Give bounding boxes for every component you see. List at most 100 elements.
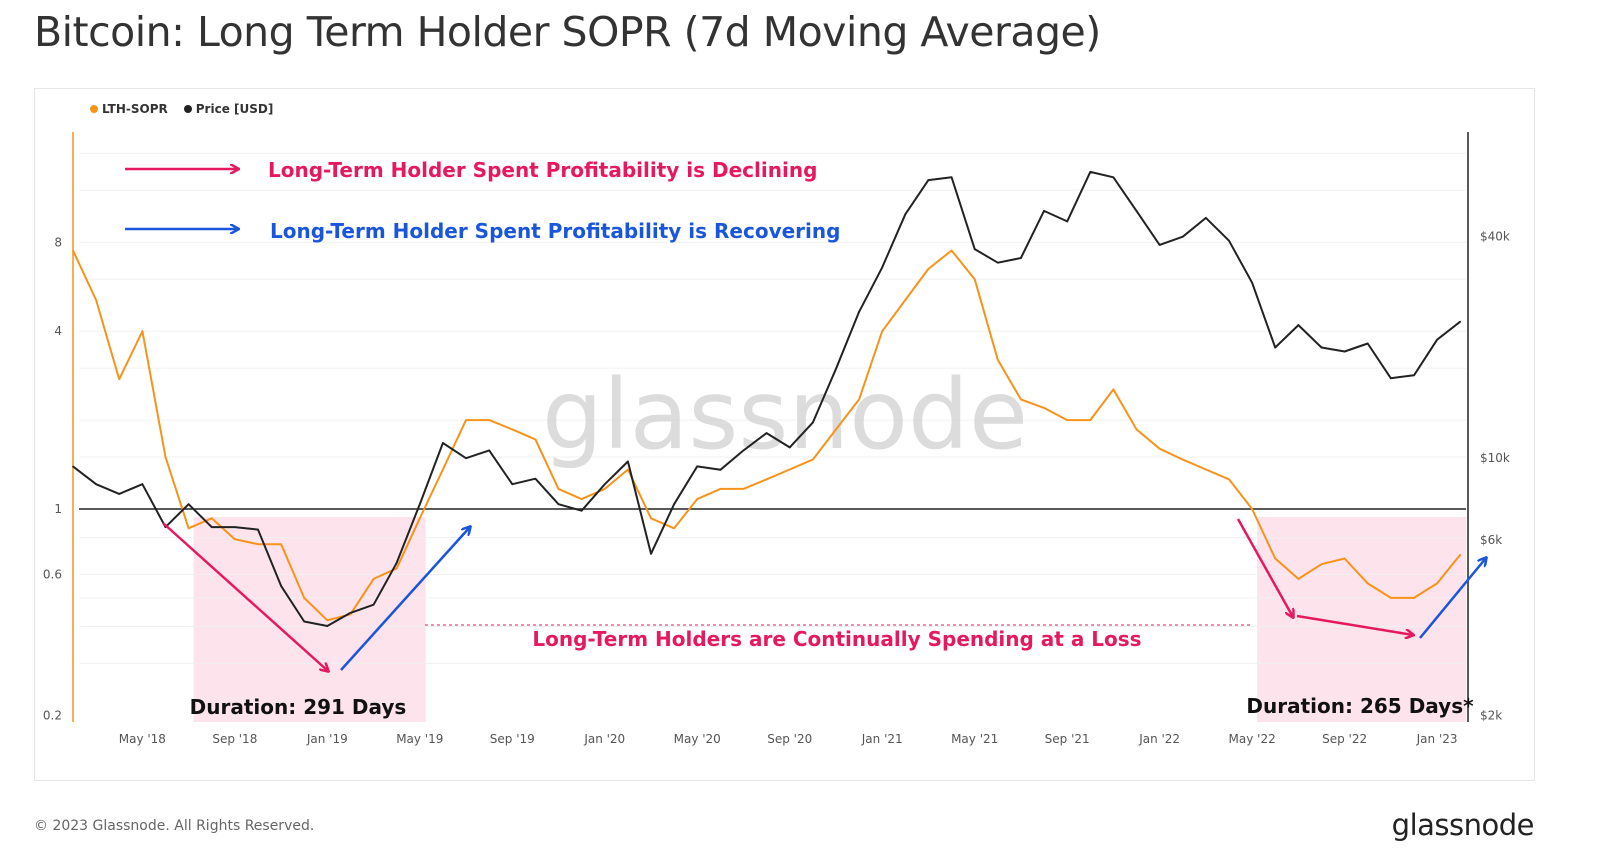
sopr-point	[419, 517, 421, 520]
legend-item-sopr[interactable]: LTH-SOPR	[90, 102, 168, 116]
glassnode-logo: glassnode	[1391, 808, 1535, 842]
price-point	[1020, 257, 1022, 259]
price-point	[488, 449, 490, 452]
price-point	[812, 421, 814, 424]
right-y-tick-label: $10k	[1480, 451, 1510, 465]
price-point	[72, 465, 74, 468]
price-point	[1205, 217, 1207, 219]
sopr-point	[372, 578, 375, 580]
sopr-point	[187, 527, 190, 530]
x-tick-label: May '18	[119, 732, 166, 746]
sopr-point	[973, 278, 976, 280]
sopr-point	[650, 517, 652, 520]
left-y-tick-label: 8	[54, 235, 62, 249]
recovering-arrow-2019-icon	[340, 527, 470, 671]
price-point	[1066, 220, 1068, 223]
price-point	[580, 509, 583, 512]
price-point	[1158, 244, 1161, 246]
legend-label-sopr: LTH-SOPR	[102, 102, 168, 116]
price-point	[927, 179, 930, 181]
sopr-point	[603, 488, 606, 490]
copyright: © 2023 Glassnode. All Rights Reserved.	[34, 818, 315, 834]
price-point	[395, 561, 398, 564]
sopr-point	[1390, 597, 1392, 599]
sopr-point	[1343, 557, 1346, 560]
price-point	[1343, 350, 1346, 353]
sopr-point	[442, 468, 444, 471]
x-tick-label: Jan '21	[861, 732, 903, 746]
left-y-tick-label: 1	[54, 502, 62, 516]
price-point	[788, 446, 791, 449]
sopr-point	[719, 488, 722, 490]
right-y-tick-label: $2k	[1480, 708, 1502, 722]
sopr-point	[326, 619, 329, 622]
price-point	[719, 469, 722, 471]
price-point	[303, 620, 306, 623]
price-point	[349, 612, 352, 614]
price-point	[1459, 320, 1461, 323]
legend-item-price[interactable]: Price [USD]	[183, 102, 274, 116]
sopr-point	[580, 498, 583, 500]
price-point	[1251, 281, 1253, 284]
sopr-point	[72, 249, 74, 252]
sopr-point	[257, 543, 259, 545]
price-point	[1181, 235, 1184, 238]
price-point	[673, 503, 675, 506]
price-point	[1413, 374, 1415, 377]
price-point	[950, 176, 953, 179]
price-point	[603, 483, 606, 486]
price-point	[1274, 346, 1277, 349]
price-point	[1320, 346, 1323, 349]
price-point	[765, 432, 768, 434]
x-tick-label: May '19	[396, 732, 443, 746]
sopr-point	[1089, 419, 1092, 421]
x-tick-label: May '20	[674, 732, 721, 746]
right-y-tick-label: $6k	[1480, 533, 1502, 547]
sopr-point	[1274, 557, 1277, 560]
sopr-point	[1020, 398, 1022, 401]
annotation-duration-2: Duration: 265 Days*	[1246, 694, 1474, 718]
price-point	[1390, 377, 1392, 380]
sopr-point	[1043, 407, 1045, 409]
chart-frame	[34, 88, 1535, 781]
sopr-point	[1228, 478, 1230, 481]
sopr-point	[118, 378, 121, 381]
price-point	[511, 483, 514, 486]
x-tick-label: Sep '22	[1322, 732, 1367, 746]
price-point	[95, 483, 97, 486]
sopr-point	[534, 438, 537, 441]
sopr-point	[742, 488, 745, 490]
price-point	[118, 493, 121, 495]
x-tick-label: May '21	[951, 732, 998, 746]
sopr-point	[1066, 419, 1068, 421]
price-point	[210, 526, 213, 528]
left-y-tick-label: 0.2	[43, 708, 62, 722]
sopr-point	[858, 398, 860, 401]
sopr-point	[465, 419, 467, 421]
x-tick-label: Sep '20	[767, 732, 812, 746]
price-point	[627, 460, 629, 463]
price-dot-icon	[183, 105, 192, 113]
sopr-point	[1436, 582, 1438, 585]
x-tick-label: Jan '19	[306, 732, 348, 746]
sopr-point	[997, 358, 999, 361]
sopr-point	[835, 428, 837, 431]
sopr-point	[812, 458, 814, 461]
legend-label-price: Price [USD]	[195, 102, 274, 116]
sopr-point	[557, 488, 560, 490]
sopr-point	[1251, 508, 1253, 510]
sopr-point	[881, 330, 883, 332]
sopr-point	[927, 268, 930, 270]
sopr-point	[488, 419, 490, 421]
sopr-point	[1366, 582, 1369, 585]
price-point	[1366, 342, 1369, 345]
sopr-point	[1459, 553, 1461, 556]
price-point	[187, 503, 190, 506]
price-point	[835, 368, 837, 370]
annotation-loss: Long-Term Holders are Continually Spendi…	[532, 627, 1141, 651]
page-title: Bitcoin: Long Term Holder SOPR (7d Movin…	[34, 8, 1101, 56]
sopr-point	[696, 498, 699, 500]
annotation-recovering: Long-Term Holder Spent Profitability is …	[270, 219, 840, 243]
sopr-point	[280, 543, 282, 545]
